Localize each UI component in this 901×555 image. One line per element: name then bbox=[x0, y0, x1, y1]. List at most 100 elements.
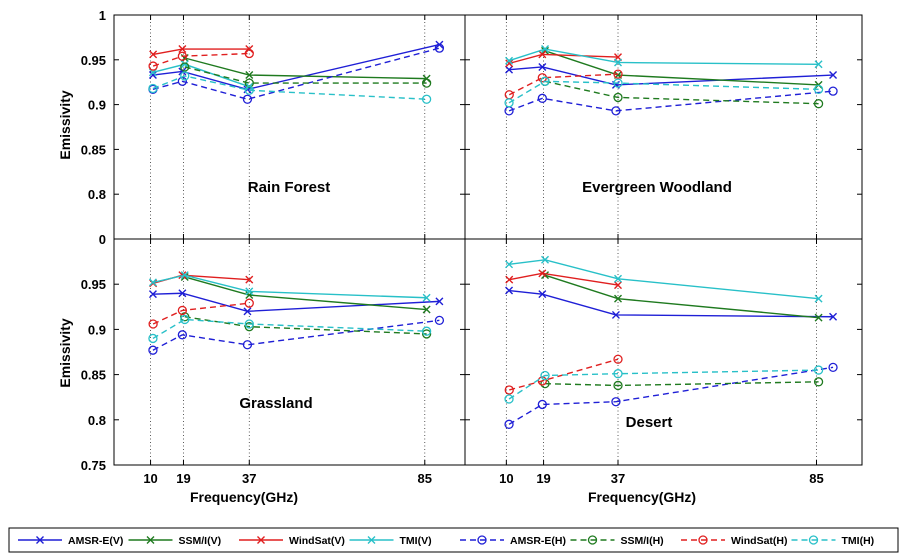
data-point bbox=[178, 45, 187, 54]
data-point bbox=[505, 275, 514, 284]
data-point bbox=[245, 291, 254, 300]
series-line bbox=[508, 80, 819, 104]
data-point bbox=[540, 370, 550, 381]
series-line bbox=[152, 43, 440, 91]
data-point bbox=[148, 319, 158, 329]
series-line bbox=[152, 318, 427, 340]
data-point bbox=[813, 99, 824, 109]
data-point bbox=[541, 45, 550, 54]
series-line bbox=[508, 289, 834, 318]
data-point bbox=[244, 322, 254, 332]
data-point bbox=[149, 50, 158, 59]
series-line bbox=[152, 292, 440, 313]
series-line bbox=[544, 80, 819, 105]
legend-item: SSM/I(V) bbox=[128, 535, 222, 547]
data-point bbox=[829, 71, 838, 80]
data-point bbox=[538, 62, 547, 71]
legend-label: SSM/I(V) bbox=[179, 535, 222, 547]
data-point bbox=[148, 345, 158, 355]
data-point bbox=[434, 315, 445, 326]
data-point bbox=[244, 298, 254, 308]
data-point bbox=[540, 76, 550, 86]
series-line bbox=[152, 274, 427, 299]
legend-item: AMSR-E(V) bbox=[18, 535, 123, 547]
data-point bbox=[613, 92, 623, 103]
legend-label: WindSat(H) bbox=[731, 535, 787, 547]
data-point bbox=[613, 78, 623, 88]
series-line bbox=[152, 302, 250, 325]
data-point bbox=[148, 61, 158, 71]
y-tick-label: 0.9 bbox=[88, 322, 106, 337]
legend-marker bbox=[587, 535, 598, 545]
x-tick-label: 37 bbox=[611, 471, 625, 486]
panel-title: Desert bbox=[626, 414, 673, 431]
y-tick-label: 0.95 bbox=[81, 277, 106, 292]
data-point bbox=[422, 305, 431, 314]
legend-label: SSM/I(H) bbox=[621, 535, 664, 547]
data-point bbox=[813, 84, 824, 95]
series-line bbox=[508, 48, 819, 65]
x-axis-label-right: Frequency(GHz) bbox=[588, 489, 696, 505]
data-point bbox=[538, 290, 547, 299]
series-line bbox=[545, 381, 819, 387]
data-point bbox=[434, 43, 445, 53]
legend-marker bbox=[477, 535, 487, 545]
series-line bbox=[152, 52, 250, 67]
data-point bbox=[180, 60, 189, 69]
data-point bbox=[614, 58, 623, 67]
panel-grassland: 0 0.95 0.9 0.85 0.8 0.75 10 19 37 85 Grassland bbox=[81, 232, 466, 486]
legend-item: TMI(V) bbox=[349, 535, 432, 547]
series-line bbox=[508, 369, 819, 400]
data-point bbox=[245, 287, 254, 296]
legend-item: WindSat(V) bbox=[239, 535, 345, 547]
data-point bbox=[611, 310, 620, 319]
data-point bbox=[613, 354, 623, 364]
panel-rain-forest: 1 0.95 0.9 0.85 0.8 Rain Forest bbox=[81, 8, 466, 240]
series-line bbox=[509, 358, 619, 391]
data-point bbox=[505, 59, 514, 68]
y-tick-label: 0.85 bbox=[81, 142, 106, 157]
data-point bbox=[504, 394, 514, 404]
data-point bbox=[421, 326, 432, 336]
data-point bbox=[538, 269, 547, 278]
legend-marker bbox=[146, 536, 155, 544]
data-point bbox=[537, 399, 547, 410]
legend-label: AMSR-E(V) bbox=[68, 535, 123, 547]
data-point bbox=[148, 83, 158, 94]
y-tick-label: 0.95 bbox=[81, 53, 106, 68]
data-point bbox=[613, 369, 623, 379]
data-point bbox=[614, 274, 623, 283]
data-point bbox=[178, 67, 187, 76]
data-point bbox=[244, 48, 254, 59]
legend-item: TMI(H) bbox=[791, 535, 875, 547]
data-point bbox=[813, 377, 824, 387]
series-line bbox=[152, 47, 440, 100]
x-tick-label: 85 bbox=[809, 471, 823, 486]
data-point bbox=[243, 307, 252, 316]
panel-title: Grassland bbox=[239, 395, 312, 412]
data-point bbox=[814, 60, 823, 69]
data-point bbox=[148, 71, 157, 80]
data-point bbox=[177, 305, 188, 316]
panel-title: Evergreen Woodland bbox=[582, 179, 732, 196]
data-point bbox=[421, 94, 432, 104]
legend-item: WindSat(H) bbox=[681, 535, 787, 547]
legend-label: TMI(H) bbox=[842, 535, 875, 547]
data-point bbox=[505, 260, 514, 269]
data-point bbox=[422, 293, 431, 302]
data-point bbox=[505, 56, 514, 65]
panel-desert: 10 19 37 85 Desert bbox=[464, 238, 863, 486]
x-tick-label: 85 bbox=[418, 471, 432, 486]
y-tick-label: 1 bbox=[99, 8, 106, 23]
legend-label: AMSR-E(H) bbox=[510, 535, 566, 547]
data-point bbox=[148, 290, 157, 299]
data-point bbox=[505, 286, 514, 295]
data-point bbox=[614, 281, 623, 290]
panels-layer: 1 0.95 0.9 0.85 0.8 Rain Forest Evergreen Wood… bbox=[81, 8, 863, 486]
data-point bbox=[244, 85, 254, 95]
x-tick-label: 19 bbox=[536, 471, 550, 486]
data-point bbox=[242, 340, 253, 350]
data-point bbox=[611, 106, 621, 116]
data-point bbox=[180, 312, 190, 322]
x-tick-label: 10 bbox=[143, 471, 157, 486]
